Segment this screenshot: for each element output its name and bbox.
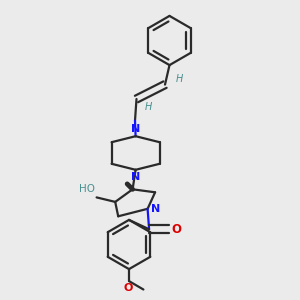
Text: H: H <box>176 74 183 84</box>
Text: HO: HO <box>79 184 95 194</box>
Text: N: N <box>151 204 160 214</box>
Text: H: H <box>145 101 152 112</box>
Text: N: N <box>131 172 140 182</box>
Text: N: N <box>131 124 140 134</box>
Text: O: O <box>172 223 182 236</box>
Text: O: O <box>124 283 133 292</box>
